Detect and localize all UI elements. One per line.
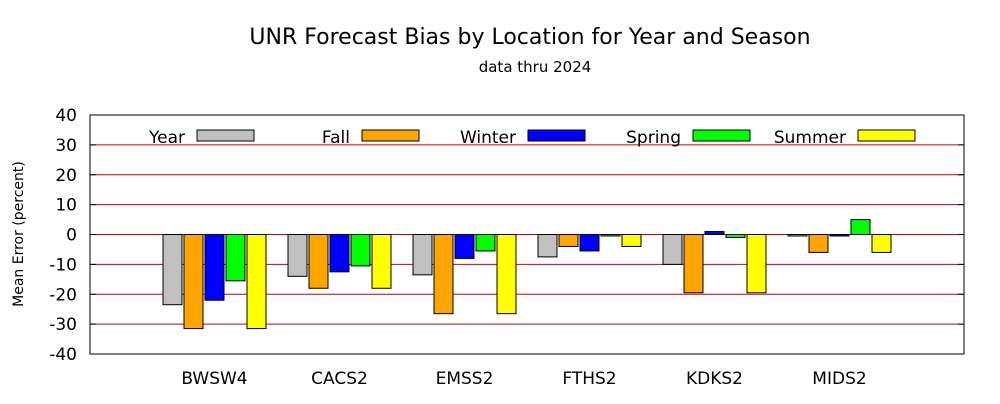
x-category-label: BWSW4 [181, 369, 247, 389]
y-tick-label: -10 [49, 255, 77, 275]
legend-label-summer: Summer [774, 128, 846, 148]
bar-bwsw4-year [162, 234, 183, 306]
x-category-label: KDKS2 [686, 369, 743, 389]
bar-fths2-spring [600, 234, 621, 237]
y-tick-label: -20 [49, 285, 77, 305]
bar-mids2-year [787, 234, 808, 237]
bar-kdks2-summer [746, 234, 767, 294]
legend-swatch-summer [857, 129, 916, 142]
legend-swatch-spring [692, 129, 751, 142]
bar-mids2-winter [829, 234, 850, 237]
bar-cacs2-fall [308, 234, 329, 289]
bar-mids2-spring [850, 219, 871, 235]
bar-bwsw4-summer [246, 234, 267, 330]
bar-fths2-fall [558, 234, 579, 247]
bar-cacs2-spring [350, 234, 371, 267]
legend-swatch-winter [527, 129, 586, 142]
bar-fths2-year [537, 234, 558, 258]
legend-label-winter: Winter [460, 128, 516, 148]
bar-mids2-fall [808, 234, 829, 253]
bar-kdks2-fall [683, 234, 704, 294]
x-category-label: EMSS2 [436, 369, 494, 389]
bars [162, 219, 892, 330]
bar-kdks2-spring [725, 234, 746, 238]
y-tick-label: 10 [55, 196, 77, 216]
legend: Year Fall Winter Spring Summer [148, 128, 916, 148]
bar-bwsw4-fall [183, 234, 204, 330]
chart-subtitle: data thru 2024 [479, 58, 592, 76]
y-tick-label: 40 [55, 106, 77, 126]
y-tick-label: 0 [66, 226, 77, 246]
bar-kdks2-winter [704, 231, 725, 235]
legend-label-year: Year [148, 128, 185, 148]
x-category-label: MIDS2 [812, 369, 866, 389]
y-tick-label: -30 [49, 315, 77, 335]
bar-emss2-year [412, 234, 433, 276]
bar-emss2-spring [475, 234, 496, 252]
x-category-label: CACS2 [311, 369, 368, 389]
x-axis-categories: BWSW4 CACS2 EMSS2 FTHS2 KDKS2 MIDS2 [181, 369, 866, 389]
legend-label-fall: Fall [322, 128, 350, 148]
y-tick-label: 20 [55, 166, 77, 186]
y-axis-label: Mean Error (percent) [11, 161, 27, 307]
bar-cacs2-year [287, 234, 308, 277]
bar-fths2-summer [621, 234, 642, 247]
legend-swatch-year [196, 129, 255, 142]
bar-mids2-summer [871, 234, 892, 253]
bar-bwsw4-spring [225, 234, 246, 282]
bar-emss2-summer [496, 234, 517, 315]
chart-title: UNR Forecast Bias by Location for Year a… [249, 25, 810, 50]
x-category-label: FTHS2 [562, 369, 616, 389]
bar-bwsw4-winter [204, 234, 225, 301]
bar-cacs2-winter [329, 234, 350, 273]
bar-emss2-fall [433, 234, 454, 315]
bar-fths2-winter [579, 234, 600, 252]
legend-swatch-fall [361, 129, 420, 142]
y-axis-ticks: -40 -30 -20 -10 0 10 20 30 40 [49, 106, 964, 365]
y-tick-label: 30 [55, 136, 77, 156]
legend-label-spring: Spring [626, 128, 681, 148]
bar-cacs2-summer [371, 234, 392, 289]
bar-emss2-winter [454, 234, 475, 259]
y-tick-label: -40 [49, 345, 77, 365]
bar-kdks2-year [662, 234, 683, 265]
